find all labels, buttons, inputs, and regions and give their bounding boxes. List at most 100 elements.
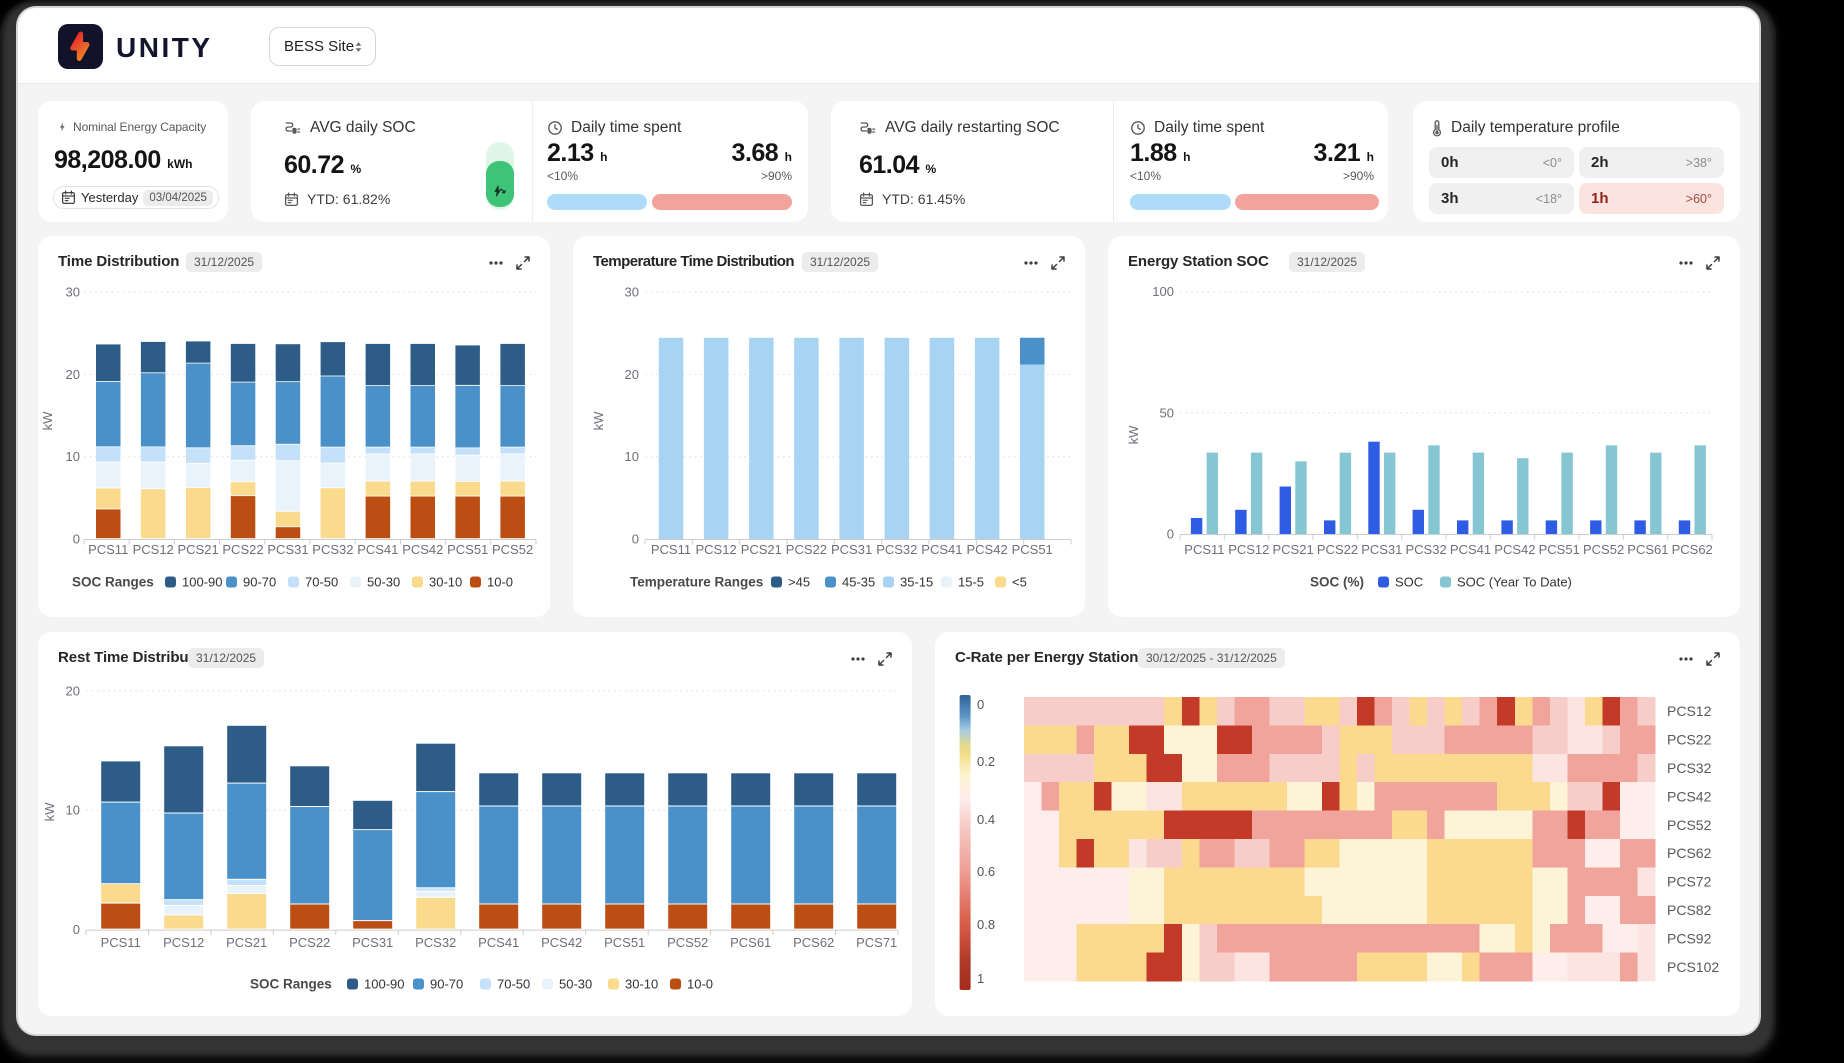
svg-text:PCS32: PCS32: [876, 542, 917, 557]
svg-text:PCS92: PCS92: [1667, 930, 1712, 946]
svg-text:30-10: 30-10: [429, 575, 462, 590]
svg-text:50-30: 50-30: [367, 575, 400, 590]
svg-text:20: 20: [66, 683, 80, 698]
svg-text:PCS42: PCS42: [1667, 788, 1712, 804]
svg-text:SOC Ranges: SOC Ranges: [250, 977, 332, 992]
svg-text:PCS62: PCS62: [793, 935, 834, 950]
svg-text:0: 0: [73, 922, 80, 937]
svg-text:PCS41: PCS41: [921, 542, 962, 557]
svg-text:PCS22: PCS22: [289, 935, 330, 950]
svg-text:1: 1: [977, 971, 984, 986]
svg-text:kW: kW: [42, 802, 57, 822]
svg-text:PCS31: PCS31: [831, 542, 872, 557]
svg-text:100-90: 100-90: [182, 575, 222, 590]
svg-text:50: 50: [1160, 405, 1174, 420]
svg-text:45-35: 45-35: [842, 575, 875, 590]
svg-text:0.2: 0.2: [977, 754, 995, 769]
svg-text:PCS52: PCS52: [492, 542, 533, 557]
svg-text:PCS61: PCS61: [1627, 542, 1668, 557]
svg-text:PCS12: PCS12: [133, 542, 174, 557]
svg-text:90-70: 90-70: [430, 977, 463, 992]
svg-text:PCS82: PCS82: [1667, 902, 1712, 918]
svg-text:SOC (Year To Date): SOC (Year To Date): [1457, 575, 1572, 590]
svg-text:kW: kW: [591, 411, 606, 431]
svg-text:0.4: 0.4: [977, 812, 995, 827]
svg-text:PCS11: PCS11: [88, 542, 128, 557]
svg-text:PCS62: PCS62: [1672, 542, 1713, 557]
svg-text:90-70: 90-70: [243, 575, 276, 590]
svg-text:PCS51: PCS51: [1012, 542, 1053, 557]
svg-text:PCS42: PCS42: [1494, 542, 1535, 557]
svg-text:PCS31: PCS31: [352, 935, 393, 950]
svg-text:<5: <5: [1012, 575, 1027, 590]
svg-text:10: 10: [66, 449, 80, 464]
svg-text:kW: kW: [1126, 425, 1141, 445]
svg-text:0: 0: [73, 532, 80, 547]
svg-text:PCS21: PCS21: [1272, 542, 1313, 557]
svg-text:PCS31: PCS31: [1361, 542, 1402, 557]
svg-text:PCS22: PCS22: [1667, 732, 1712, 748]
svg-text:PCS32: PCS32: [1405, 542, 1446, 557]
svg-text:Temperature Ranges: Temperature Ranges: [630, 575, 763, 590]
svg-text:PCS11: PCS11: [651, 542, 691, 557]
svg-text:PCS41: PCS41: [478, 935, 519, 950]
svg-text:PCS51: PCS51: [447, 542, 488, 557]
svg-text:PCS32: PCS32: [312, 542, 353, 557]
svg-text:35-15: 35-15: [900, 575, 933, 590]
svg-text:SOC Ranges: SOC Ranges: [72, 575, 154, 590]
svg-text:PCS21: PCS21: [226, 935, 267, 950]
svg-text:PCS42: PCS42: [402, 542, 443, 557]
svg-text:PCS12: PCS12: [695, 542, 736, 557]
svg-text:PCS11: PCS11: [101, 935, 141, 950]
svg-text:0: 0: [1167, 527, 1174, 542]
svg-text:30: 30: [66, 285, 80, 300]
svg-text:70-50: 70-50: [305, 575, 338, 590]
svg-text:PCS42: PCS42: [541, 935, 582, 950]
svg-text:PCS51: PCS51: [604, 935, 645, 950]
svg-text:PCS22: PCS22: [222, 542, 263, 557]
svg-text:PCS61: PCS61: [730, 935, 771, 950]
svg-text:PCS22: PCS22: [786, 542, 827, 557]
svg-text:100: 100: [1152, 284, 1174, 299]
svg-text:50-30: 50-30: [559, 977, 592, 992]
svg-text:PCS11: PCS11: [1184, 542, 1224, 557]
svg-text:PCS32: PCS32: [1667, 760, 1712, 776]
svg-text:PCS21: PCS21: [741, 542, 782, 557]
svg-text:PCS12: PCS12: [163, 935, 204, 950]
svg-text:PCS52: PCS52: [1667, 817, 1712, 833]
svg-text:10-0: 10-0: [687, 977, 713, 992]
svg-text:PCS22: PCS22: [1317, 542, 1358, 557]
svg-text:PCS51: PCS51: [1539, 542, 1580, 557]
svg-text:15-5: 15-5: [958, 575, 984, 590]
svg-text:10: 10: [66, 803, 80, 818]
svg-text:10-0: 10-0: [487, 575, 513, 590]
svg-text:PCS102: PCS102: [1667, 959, 1719, 975]
svg-text:PCS41: PCS41: [357, 542, 398, 557]
svg-text:kW: kW: [40, 411, 55, 431]
svg-text:PCS31: PCS31: [267, 542, 308, 557]
svg-text:SOC: SOC: [1395, 575, 1423, 590]
svg-text:PCS21: PCS21: [177, 542, 218, 557]
svg-text:PCS71: PCS71: [856, 935, 897, 950]
svg-text:30: 30: [625, 285, 639, 300]
svg-text:SOC (%): SOC (%): [1310, 575, 1364, 590]
svg-text:PCS12: PCS12: [1667, 703, 1712, 719]
svg-text:PCS32: PCS32: [415, 935, 456, 950]
svg-text:20: 20: [66, 367, 80, 382]
svg-text:>45: >45: [788, 575, 810, 590]
svg-text:PCS72: PCS72: [1667, 874, 1712, 890]
svg-text:0.6: 0.6: [977, 864, 995, 879]
svg-text:100-90: 100-90: [364, 977, 404, 992]
svg-text:PCS52: PCS52: [1583, 542, 1624, 557]
svg-text:PCS12: PCS12: [1228, 542, 1269, 557]
svg-text:0.8: 0.8: [977, 917, 995, 932]
svg-text:10: 10: [625, 449, 639, 464]
svg-text:0: 0: [977, 697, 984, 712]
svg-text:PCS62: PCS62: [1667, 845, 1712, 861]
svg-text:30-10: 30-10: [625, 977, 658, 992]
svg-text:PCS41: PCS41: [1450, 542, 1491, 557]
svg-text:PCS42: PCS42: [966, 542, 1007, 557]
svg-text:70-50: 70-50: [497, 977, 530, 992]
svg-text:0: 0: [632, 532, 639, 547]
svg-text:PCS52: PCS52: [667, 935, 708, 950]
